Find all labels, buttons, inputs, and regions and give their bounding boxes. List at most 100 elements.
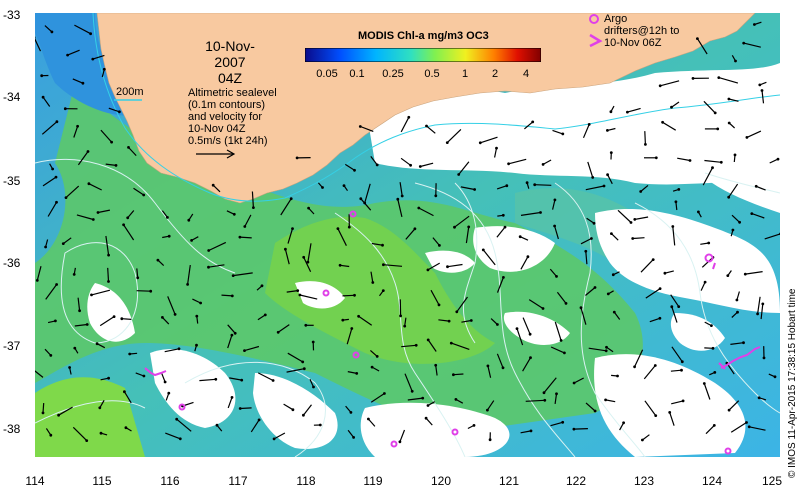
velocity-arrow-head xyxy=(654,156,658,160)
velocity-arrow xyxy=(670,369,682,372)
x-tick-label: 123 xyxy=(633,474,655,488)
velocity-arrow-head xyxy=(727,195,731,199)
velocity-arrow-head xyxy=(593,409,597,413)
velocity-arrow-head xyxy=(745,421,748,424)
velocity-arrow xyxy=(451,342,470,350)
velocity-arrow-head xyxy=(370,365,374,369)
velocity-arrow-head xyxy=(677,188,681,191)
velocity-arrow-head xyxy=(584,249,588,253)
velocity-arrow xyxy=(277,324,290,333)
velocity-arrow xyxy=(496,226,506,238)
argo-drifter-marker xyxy=(390,440,398,448)
velocity-arrow-head xyxy=(677,305,681,308)
velocity-arrow xyxy=(669,412,675,426)
velocity-arrow xyxy=(496,185,507,190)
velocity-arrow-head xyxy=(295,156,299,160)
velocity-arrow xyxy=(42,96,51,107)
velocity-arrow-head xyxy=(238,235,242,239)
velocity-arrow xyxy=(751,213,765,219)
isobath-legend-label: 200m xyxy=(116,86,144,98)
velocity-arrow xyxy=(640,259,654,273)
velocity-arrow-head xyxy=(488,438,492,442)
sealevel-contours xyxy=(35,158,780,457)
velocity-arrow-head xyxy=(371,281,375,284)
velocity-arrow-head xyxy=(49,354,53,357)
velocity-arrow xyxy=(404,317,407,327)
velocity-arrow-head xyxy=(276,330,280,334)
velocity-arrow xyxy=(47,201,58,217)
velocity-arrow xyxy=(520,256,529,270)
velocity-arrow-head xyxy=(612,310,616,314)
y-tick-label: -35 xyxy=(3,174,21,188)
velocity-arrow-head xyxy=(426,404,430,407)
velocity-arrow-head xyxy=(707,241,711,245)
velocity-arrow-head xyxy=(302,367,306,371)
velocity-arrow xyxy=(100,129,113,143)
velocity-arrow-head xyxy=(486,364,490,368)
velocity-arrow xyxy=(703,383,711,400)
chlorophyll-band-high xyxy=(265,216,495,364)
velocity-arrow-head xyxy=(61,242,65,246)
velocity-arrow-head xyxy=(187,218,191,222)
velocity-arrow-head xyxy=(284,247,287,251)
velocity-arrow-head xyxy=(543,398,547,402)
velocity-arrow-head xyxy=(114,164,118,167)
velocity-arrow-head xyxy=(674,200,678,204)
velocity-arrow xyxy=(640,184,649,192)
velocity-arrow-head xyxy=(243,225,247,228)
argo-drifters xyxy=(144,210,761,455)
velocity-arrow-head xyxy=(735,298,739,302)
velocity-arrow xyxy=(227,324,236,334)
velocity-arrow xyxy=(67,49,80,56)
velocity-arrow xyxy=(364,183,371,204)
velocity-arrow-head xyxy=(727,121,731,125)
velocity-arrow-head xyxy=(773,375,777,379)
velocity-arrow-head xyxy=(199,301,203,305)
velocity-arrow-head xyxy=(50,30,54,34)
velocity-arrow-head xyxy=(438,244,441,247)
velocity-arrow-head xyxy=(555,275,558,278)
velocity-arrow-head xyxy=(120,317,124,321)
velocity-arrow-head xyxy=(54,175,58,179)
velocity-arrow-head xyxy=(495,146,498,150)
velocity-arrow-head xyxy=(651,258,655,261)
velocity-arrow-head xyxy=(382,263,385,267)
velocity-arrow xyxy=(257,314,266,321)
velocity-arrow-head xyxy=(424,416,428,420)
velocity-arrow-head xyxy=(347,225,351,229)
velocity-arrow xyxy=(346,328,353,345)
velocity-arrow xyxy=(454,215,470,228)
velocity-arrow xyxy=(244,345,260,352)
isobath-legend-line xyxy=(114,99,142,101)
velocity-arrow-head xyxy=(633,218,637,221)
velocity-arrow-head xyxy=(449,341,453,345)
velocity-arrow-head xyxy=(85,439,89,442)
velocity-arrow xyxy=(287,352,304,363)
velocity-arrow-head xyxy=(606,173,609,177)
velocity-arrow-head xyxy=(561,132,565,136)
argo-drifter-marker xyxy=(704,253,714,263)
velocity-arrow-head xyxy=(68,366,71,369)
velocity-arrow xyxy=(520,430,532,434)
velocity-arrow-head xyxy=(186,283,190,286)
velocity-arrow-head xyxy=(304,323,308,327)
velocity-arrow xyxy=(730,421,747,433)
velocity-arrow-head xyxy=(712,424,716,427)
velocity-arrow-head xyxy=(503,225,507,229)
velocity-arrow xyxy=(35,38,42,52)
velocity-arrow xyxy=(543,377,557,394)
velocity-arrow-head xyxy=(291,227,294,231)
velocity-arrow xyxy=(284,249,290,265)
velocity-arrow-head xyxy=(716,127,720,131)
velocity-arrow xyxy=(105,235,110,256)
velocity-arrow-head xyxy=(663,271,667,275)
velocity-arrow xyxy=(435,365,438,376)
velocity-arrow xyxy=(399,429,406,443)
velocity-arrow-head xyxy=(136,276,140,280)
velocity-arrow xyxy=(746,130,762,138)
velocity-arrow-head xyxy=(128,352,132,356)
velocity-arrow xyxy=(573,377,584,384)
velocity-arrow-head xyxy=(177,347,181,351)
velocity-arrow xyxy=(135,372,145,377)
velocity-arrow xyxy=(702,167,714,186)
